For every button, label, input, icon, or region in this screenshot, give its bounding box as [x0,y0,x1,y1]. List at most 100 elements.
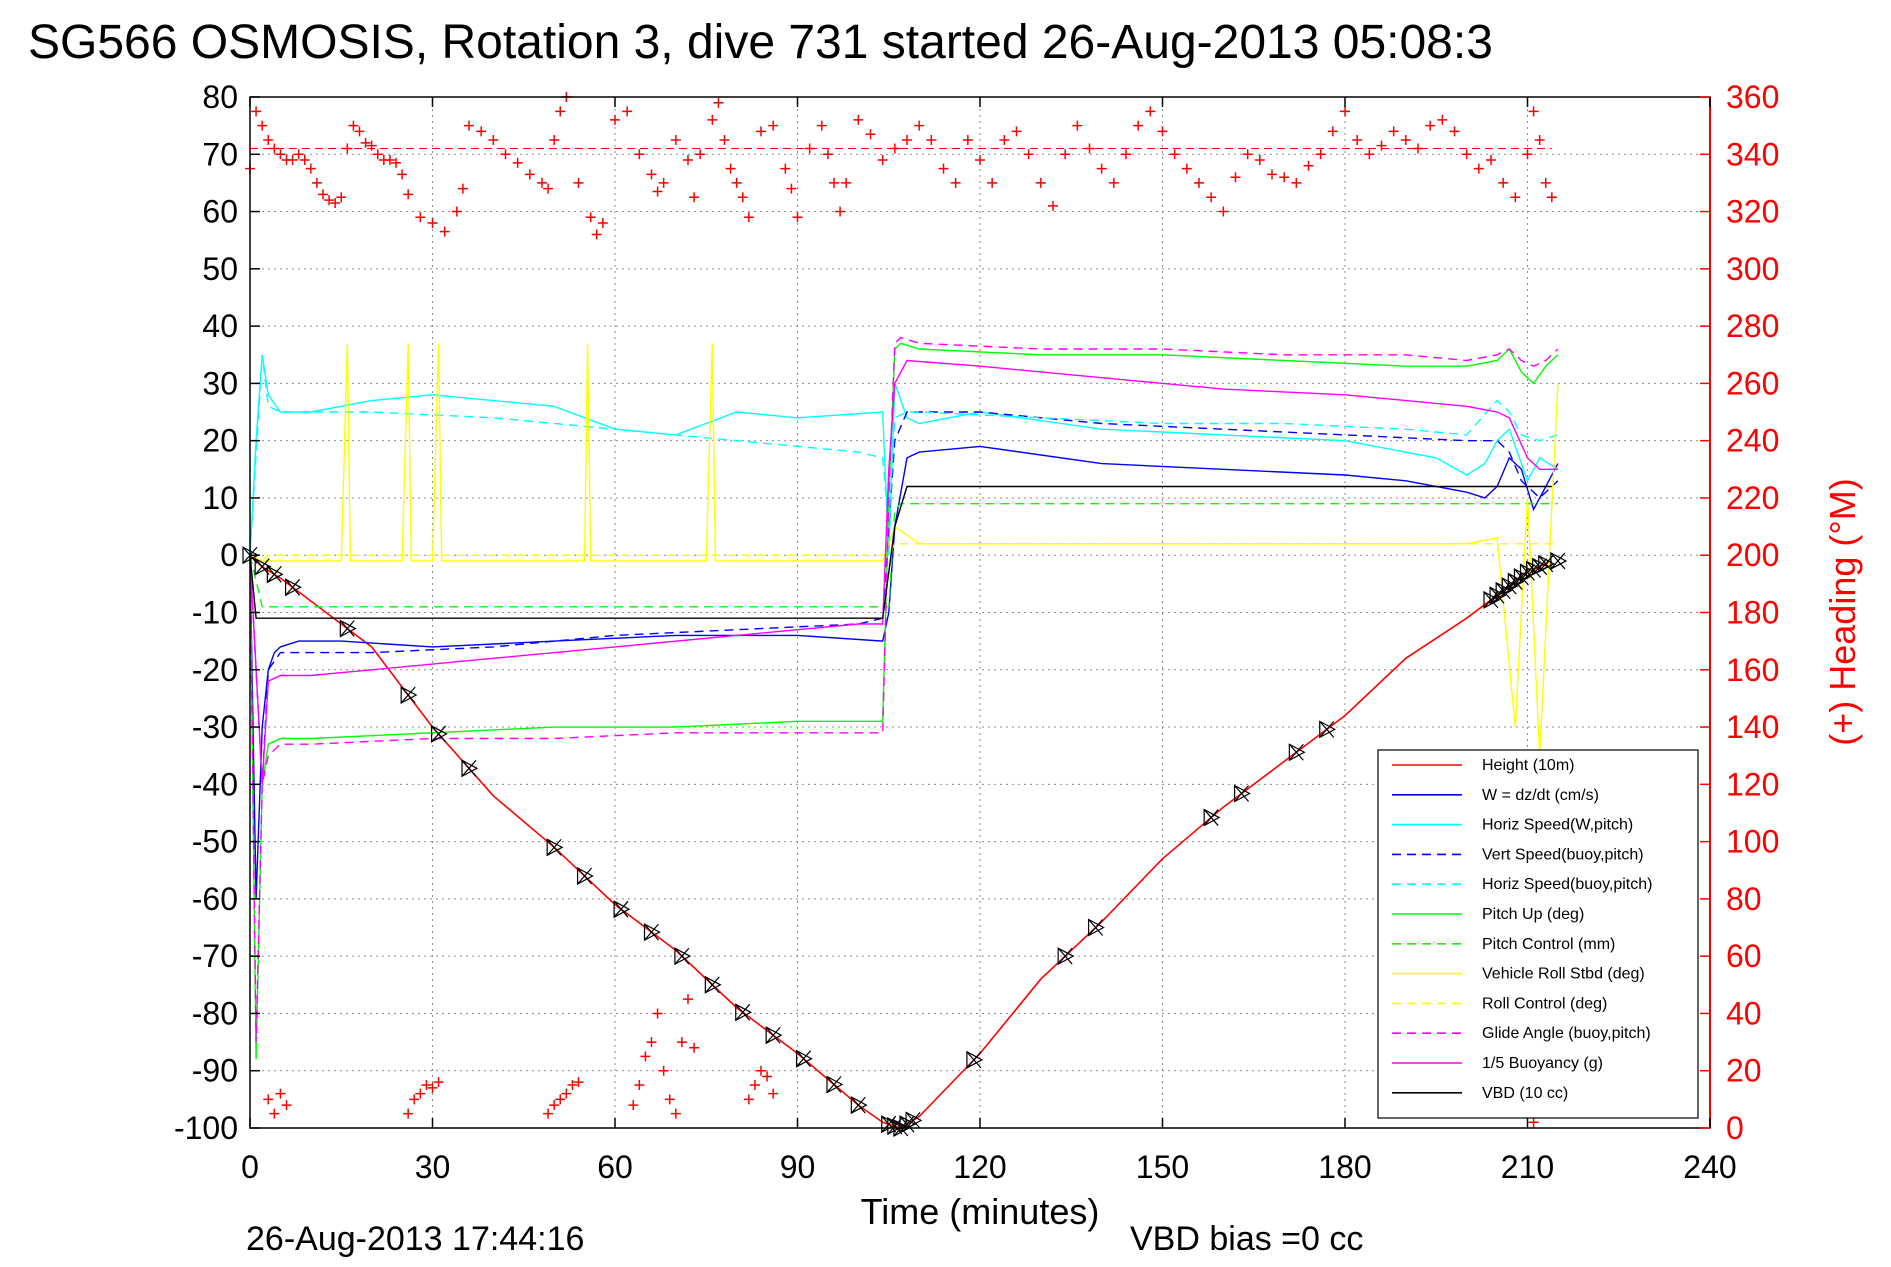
y-tick-label: 80 [202,79,238,115]
height-marker [1288,743,1306,762]
heading-point [762,1071,773,1082]
heading-point [269,1108,280,1119]
footer-vbd-bias: VBD bias =0 cc [1130,1220,1363,1258]
height-marker [576,866,594,885]
heading-point [622,106,633,117]
heading-point [737,192,748,203]
heading-point [1254,155,1265,166]
heading-point [1145,106,1156,117]
heading-point [1267,169,1277,180]
y-axis-left-ticks: 80 70 60 50 40 30 20 10 0 -10 -20 -30 -40 -50 -60 -70 -8… [174,79,260,1146]
heading-point [926,134,937,145]
heading-point [1498,177,1509,188]
heading-point [634,1080,645,1091]
heading-point [1400,134,1411,145]
heading-point [780,163,791,174]
series-line-5 [249,342,1559,1060]
y-right-tick-label: 80 [1726,881,1762,917]
heading-point [1473,163,1484,174]
heading-point [500,149,511,160]
heading-point [853,114,864,125]
heading-point [433,1077,444,1088]
y-right-tick-label: 280 [1726,308,1779,344]
height-marker [284,578,302,597]
height-marker [430,724,448,743]
heading-point [822,149,833,160]
heading-point [768,120,779,131]
height-marker [461,759,479,778]
heading-point [707,114,718,125]
heading-point [865,129,876,140]
heading-point [549,134,560,145]
x-axis-label: Time (minutes) [861,1191,1100,1232]
heading-point [725,163,736,174]
heading-point [1121,149,1131,160]
heading-point [670,134,681,145]
heading-point [275,149,286,160]
heading-point [415,212,426,223]
heading-point [1181,163,1192,174]
x-tick-label: 150 [1136,1149,1189,1185]
legend-label-11: VBD (10 cc) [1482,1085,1568,1102]
heading-point [597,218,608,229]
x-tick-label: 120 [953,1149,1006,1185]
heading-point [658,177,669,188]
height-marker [850,1096,868,1115]
y-tick-label: -40 [192,766,238,802]
height-marker [1532,557,1549,576]
heading-point [342,143,353,154]
heading-point [451,206,462,217]
y-tick-label: -80 [192,995,238,1031]
y-tick-label: -90 [192,1053,238,1089]
heading-point [251,106,262,117]
y-tick-label: -50 [192,824,238,860]
footer-date: 26-Aug-2013 17:44:16 [246,1220,584,1258]
y-right-tick-label: 0 [1726,1110,1744,1146]
heading-point [914,120,925,131]
heading-point [676,1037,687,1048]
heading-point [1108,177,1119,188]
heading-point [731,177,742,188]
x-tick-label: 90 [780,1149,816,1185]
heading-point [1060,149,1071,160]
y-right-tick-label: 120 [1726,766,1779,802]
heading-scatter [245,92,1557,1128]
heading-point [695,149,706,160]
heading-point [987,177,998,188]
heading-point [640,1051,651,1062]
heading-point [999,134,1010,145]
heading-point [1230,172,1241,183]
heading-point [829,177,839,188]
heading-point [537,177,547,188]
y-tick-label: 0 [220,537,238,573]
heading-point [756,126,766,137]
heading-point [1206,192,1217,203]
y-tick-label: -70 [192,938,238,974]
heading-point [670,1108,681,1119]
legend-box [1377,749,1699,1119]
heading-point [1528,1117,1539,1128]
y-tick-label: 70 [202,136,238,172]
y-right-tick-label: 180 [1726,595,1779,631]
heading-point [281,1100,292,1111]
heading-point [902,134,912,145]
height-marker [1057,947,1075,966]
heading-point [1048,200,1058,211]
heading-point [786,183,797,194]
height-marker [1550,551,1568,570]
heading-point [756,1065,766,1076]
heading-point [1352,134,1363,145]
heading-point [421,1080,432,1091]
x-tick-label: 180 [1318,1149,1371,1185]
heading-point [1011,126,1022,137]
heading-point [299,155,310,166]
heading-point [689,192,700,203]
heading-point [719,134,730,145]
heading-point [1486,155,1496,166]
heading-point [938,163,949,174]
heading-point [585,212,596,223]
heading-point [877,155,888,166]
x-tick-label: 60 [597,1149,633,1185]
heading-point [293,149,304,160]
